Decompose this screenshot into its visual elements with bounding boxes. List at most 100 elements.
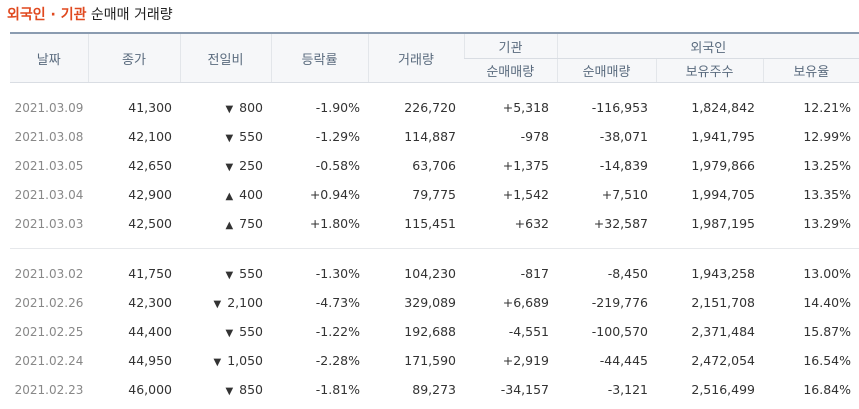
close-cell: 41,750 [128, 266, 172, 281]
inst-net-cell: +6,689 [502, 295, 549, 310]
close-cell: 42,900 [128, 187, 172, 202]
foreign-holding-cell: 2,371,484 [691, 324, 755, 339]
header-inst-net: 순매매량 [464, 58, 557, 83]
foreign-ratio-cell: 16.84% [803, 382, 852, 397]
foreign-net-cell: +7,510 [601, 187, 648, 202]
header-close: 종가 [87, 34, 180, 83]
header-foreign-net: 순매매량 [556, 58, 656, 83]
page-title: 외국인 · 기관 순매매 거래량 [7, 4, 173, 26]
rate-cell: -0.58% [315, 158, 360, 173]
close-cell: 44,400 [128, 324, 172, 339]
date-cell: 2021.03.09 [14, 100, 84, 115]
close-cell: 41,300 [128, 100, 172, 115]
volume-cell: 63,706 [412, 158, 456, 173]
date-cell: 2021.02.23 [14, 382, 84, 397]
date-cell: 2021.03.04 [14, 187, 84, 202]
volume-cell: 171,590 [404, 353, 456, 368]
header-foreign-ratio: 보유율 [762, 58, 859, 83]
rate-cell: -2.28% [315, 353, 360, 368]
table-row: 2021.03.03 42,500 ▲ 750 +1.80% 115,451 +632 +32… [10, 209, 859, 238]
foreign-ratio-cell: 13.25% [803, 158, 852, 173]
foreign-holding-cell: 2,151,708 [691, 295, 755, 310]
change-cell: ▼ 550 [180, 122, 271, 151]
rate-cell: -1.90% [315, 100, 360, 115]
change-value: 850 [239, 382, 263, 397]
foreign-ratio-cell: 13.29% [803, 216, 852, 231]
foreign-holding-cell: 1,994,705 [691, 187, 755, 202]
triangle-up-icon: ▲ [225, 220, 234, 231]
header-foreign: 외국인 [556, 34, 859, 59]
change-cell: ▼ 550 [180, 259, 271, 288]
foreign-ratio-cell: 16.54% [803, 353, 852, 368]
foreign-holding-cell: 2,516,499 [691, 382, 755, 397]
title-accent: 외국인 · 기관 [7, 7, 87, 23]
header-top-border [10, 32, 859, 34]
foreign-net-cell: -116,953 [591, 100, 648, 115]
volume-cell: 226,720 [404, 100, 456, 115]
change-cell: ▼ 850 [180, 375, 271, 404]
header-volume: 거래량 [367, 34, 464, 83]
foreign-net-cell: -8,450 [607, 266, 648, 281]
table-row: 2021.03.08 42,100 ▼ 550 -1.29% 114,887 -978 -38… [10, 122, 859, 151]
foreign-ratio-cell: 13.35% [803, 187, 852, 202]
volume-cell: 79,775 [412, 187, 456, 202]
change-value: 550 [239, 266, 263, 281]
group-divider [10, 248, 859, 249]
change-value: 400 [239, 187, 263, 202]
date-cell: 2021.02.26 [14, 295, 84, 310]
volume-cell: 115,451 [404, 216, 456, 231]
change-cell: ▼ 1,050 [180, 346, 271, 375]
close-cell: 46,000 [128, 382, 172, 397]
foreign-ratio-cell: 12.99% [803, 129, 852, 144]
close-cell: 42,300 [128, 295, 172, 310]
foreign-net-cell: -44,445 [599, 353, 648, 368]
volume-cell: 114,887 [404, 129, 456, 144]
trading-table: 날짜 종가 전일비 등락률 거래량 기관 외국인 순매매량 순매매량 보유주수 … [10, 34, 859, 404]
inst-net-cell: +1,542 [502, 187, 549, 202]
volume-cell: 329,089 [404, 295, 456, 310]
table-row: 2021.02.23 46,000 ▼ 850 -1.81% 89,273 -34,157 -… [10, 375, 859, 404]
foreign-holding-cell: 1,941,795 [691, 129, 755, 144]
foreign-holding-cell: 2,472,054 [691, 353, 755, 368]
close-cell: 42,500 [128, 216, 172, 231]
rate-cell: +0.94% [309, 187, 360, 202]
foreign-net-cell: -100,570 [591, 324, 648, 339]
rate-cell: -1.30% [315, 266, 360, 281]
change-value: 750 [239, 216, 263, 231]
triangle-down-icon: ▼ [225, 386, 234, 397]
inst-net-cell: +1,375 [502, 158, 549, 173]
inst-net-cell: +632 [514, 216, 549, 231]
change-value: 1,050 [227, 353, 263, 368]
inst-net-cell: -817 [520, 266, 549, 281]
change-cell: ▲ 400 [180, 180, 271, 209]
inst-net-cell: +5,318 [502, 100, 549, 115]
foreign-holding-cell: 1,943,258 [691, 266, 755, 281]
date-cell: 2021.03.08 [14, 129, 84, 144]
triangle-down-icon: ▼ [225, 162, 234, 173]
foreign-ratio-cell: 12.21% [803, 100, 852, 115]
triangle-down-icon: ▼ [225, 328, 234, 339]
date-cell: 2021.03.02 [14, 266, 84, 281]
table-row: 2021.02.24 44,950 ▼ 1,050 -2.28% 171,590 +2,91… [10, 346, 859, 375]
foreign-holding-cell: 1,979,866 [691, 158, 755, 173]
title-rest: 순매매 거래량 [86, 7, 173, 23]
table-body: 2021.03.09 41,300 ▼ 800 -1.90% 226,720 +5,318 -… [10, 83, 859, 405]
volume-cell: 104,230 [404, 266, 456, 281]
rate-cell: +1.80% [309, 216, 360, 231]
foreign-net-cell: -219,776 [591, 295, 648, 310]
foreign-net-cell: -38,071 [599, 129, 648, 144]
header-rate: 등락률 [270, 34, 368, 83]
foreign-holding-cell: 1,987,195 [691, 216, 755, 231]
foreign-net-cell: -14,839 [599, 158, 648, 173]
table-row: 2021.02.25 44,400 ▼ 550 -1.22% 192,688 -4,551 -… [10, 317, 859, 346]
date-cell: 2021.02.25 [14, 324, 84, 339]
triangle-down-icon: ▼ [225, 133, 234, 144]
foreign-ratio-cell: 13.00% [803, 266, 852, 281]
date-cell: 2021.03.03 [14, 216, 84, 231]
table-row: 2021.03.05 42,650 ▼ 250 -0.58% 63,706 +1,375 -1… [10, 151, 859, 180]
close-cell: 42,100 [128, 129, 172, 144]
change-value: 250 [239, 158, 263, 173]
foreign-holding-cell: 1,824,842 [691, 100, 755, 115]
header-date: 날짜 [10, 34, 88, 83]
triangle-down-icon: ▼ [213, 357, 222, 368]
